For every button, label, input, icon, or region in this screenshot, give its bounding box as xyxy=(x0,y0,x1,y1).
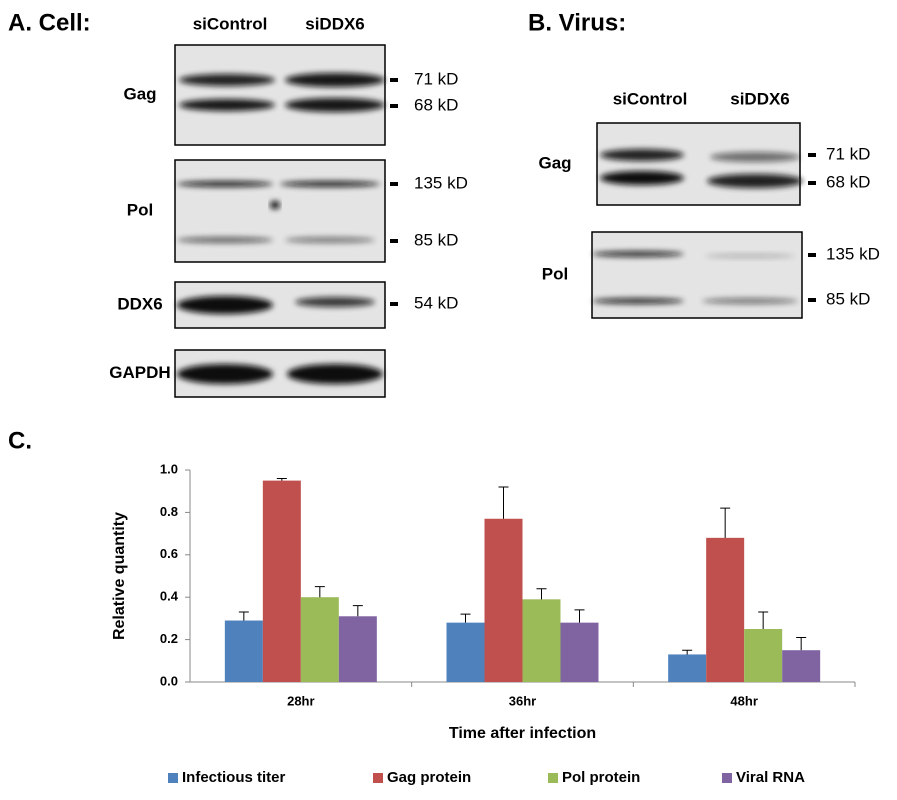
legend-label: Infectious titer xyxy=(182,769,286,786)
band xyxy=(179,99,275,111)
error-bar xyxy=(796,636,807,651)
legend-label: Viral RNA xyxy=(736,769,805,786)
band xyxy=(600,149,684,161)
blot-label: GAPDH xyxy=(109,363,170,382)
lane-label: siDDX6 xyxy=(305,14,365,33)
marker-label: 68 kD xyxy=(414,95,458,114)
blot-label: Gag xyxy=(538,153,571,172)
lane-label: siDDX6 xyxy=(730,89,790,108)
band xyxy=(702,298,798,304)
marker-label: 68 kD xyxy=(826,172,870,191)
band xyxy=(710,152,800,162)
lane-label: siControl xyxy=(613,89,688,108)
bar xyxy=(300,597,339,682)
error-bar xyxy=(536,588,547,600)
x-tick-label: 28hr xyxy=(287,693,314,708)
band xyxy=(287,364,383,384)
band xyxy=(285,98,385,112)
band xyxy=(592,251,684,257)
band xyxy=(177,296,273,314)
y-tick-label: 0.0 xyxy=(160,673,178,688)
band xyxy=(600,171,684,185)
bar xyxy=(744,629,783,682)
y-tick-label: 1.0 xyxy=(160,461,178,476)
bar xyxy=(262,480,301,682)
marker-label: 71 kD xyxy=(826,144,870,163)
error-bar xyxy=(498,486,509,519)
error-bar xyxy=(238,611,249,621)
band xyxy=(177,181,273,187)
band xyxy=(270,201,280,209)
legend-label: Pol protein xyxy=(562,769,640,786)
bar xyxy=(668,654,707,682)
band xyxy=(705,254,795,258)
y-tick-label: 0.2 xyxy=(160,631,178,646)
bar xyxy=(782,650,821,682)
band xyxy=(179,74,275,86)
marker-label: 85 kD xyxy=(414,230,458,249)
marker-label: 54 kD xyxy=(414,293,458,312)
marker-label: 135 kD xyxy=(826,244,880,263)
y-tick-label: 0.6 xyxy=(160,546,178,561)
band xyxy=(285,73,385,87)
marker-label: 71 kD xyxy=(414,69,458,88)
x-axis-title: Time after infection xyxy=(449,725,596,742)
blot-label: Pol xyxy=(542,264,568,283)
error-bar xyxy=(314,586,325,598)
bar xyxy=(224,620,263,682)
band xyxy=(177,364,273,384)
error-bar xyxy=(682,649,693,655)
legend-swatch xyxy=(548,773,558,783)
band xyxy=(177,237,273,243)
legend-swatch xyxy=(722,773,732,783)
legend-label: Gag protein xyxy=(387,769,471,786)
y-tick-label: 0.4 xyxy=(160,589,179,604)
blot-label: Pol xyxy=(127,200,153,219)
x-tick-label: 48hr xyxy=(730,693,757,708)
band xyxy=(592,298,684,304)
blot-label: DDX6 xyxy=(117,294,162,313)
marker-label: 85 kD xyxy=(826,289,870,308)
lane-label: siControl xyxy=(193,14,268,33)
error-bar xyxy=(276,477,287,481)
blot xyxy=(174,159,386,263)
error-bar xyxy=(574,609,585,623)
error-bar xyxy=(460,613,471,623)
legend-swatch xyxy=(168,773,178,783)
blot xyxy=(596,122,801,206)
error-bar xyxy=(758,611,769,629)
panel-b-title: B. Virus: xyxy=(528,9,626,36)
bar xyxy=(338,616,377,682)
marker-label: 135 kD xyxy=(414,173,468,192)
band xyxy=(295,297,375,307)
bar xyxy=(484,518,523,682)
bar xyxy=(706,537,745,682)
legend-swatch xyxy=(373,773,383,783)
blot xyxy=(174,44,386,146)
blot xyxy=(591,231,803,319)
x-tick-label: 36hr xyxy=(509,693,536,708)
error-bar xyxy=(720,507,731,538)
y-axis-title: Relative quantity xyxy=(111,512,128,640)
bar xyxy=(446,622,485,682)
error-bar xyxy=(352,605,363,617)
panel-c-title: C. xyxy=(8,427,32,454)
y-tick-label: 0.8 xyxy=(160,504,178,519)
band xyxy=(285,237,375,243)
bar xyxy=(522,599,561,682)
band xyxy=(280,181,380,187)
band xyxy=(707,174,803,188)
bar xyxy=(560,622,599,682)
panel-a-title: A. Cell: xyxy=(8,9,91,36)
blot-label: Gag xyxy=(123,84,156,103)
